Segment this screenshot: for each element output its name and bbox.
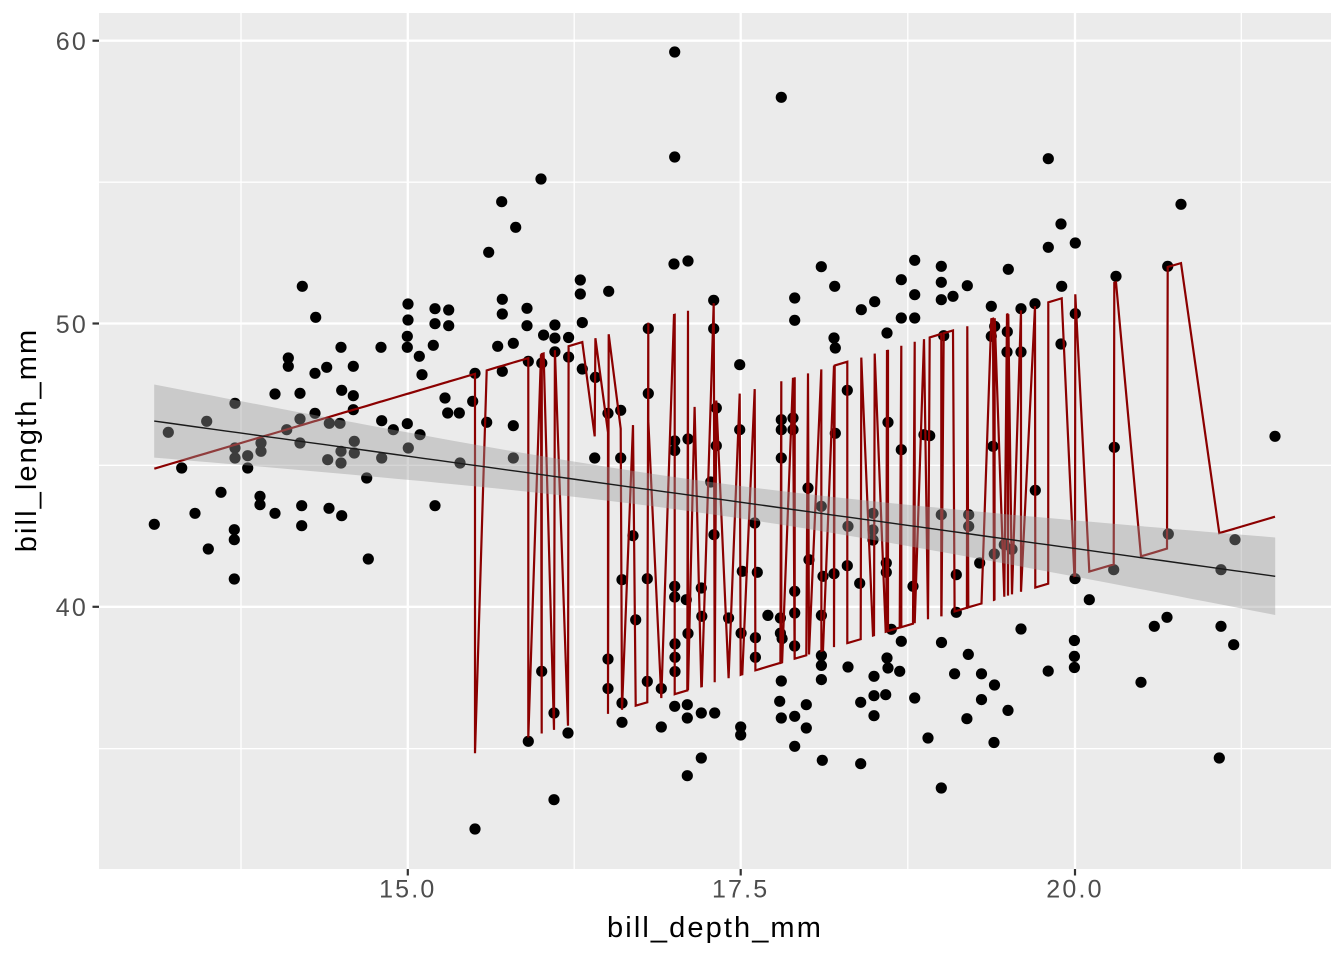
svg-text:40: 40 bbox=[56, 594, 88, 622]
svg-text:bill_depth_mm: bill_depth_mm bbox=[607, 912, 823, 944]
svg-text:50: 50 bbox=[56, 311, 88, 339]
svg-text:bill_length_mm: bill_length_mm bbox=[11, 328, 43, 552]
svg-text:20.0: 20.0 bbox=[1046, 876, 1103, 904]
svg-text:60: 60 bbox=[56, 28, 88, 56]
svg-text:15.0: 15.0 bbox=[379, 876, 436, 904]
svg-text:17.5: 17.5 bbox=[712, 876, 769, 904]
